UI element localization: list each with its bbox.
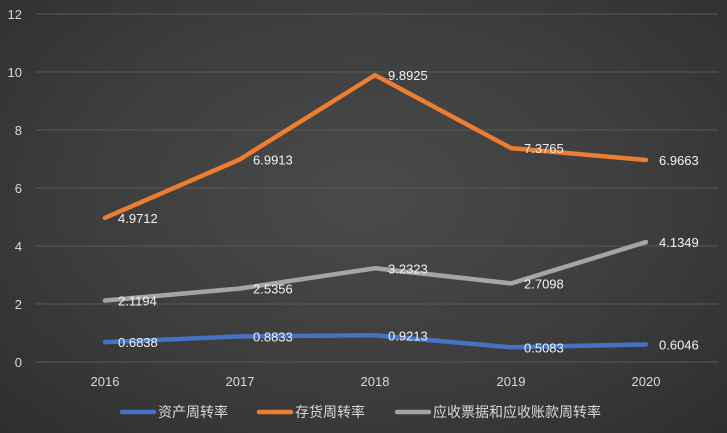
data-label: 2.7098 <box>524 276 564 291</box>
series-line-2 <box>102 72 649 221</box>
y-tick-label: 2 <box>15 297 22 312</box>
data-label: 0.5083 <box>524 340 564 355</box>
data-label: 9.8925 <box>388 68 428 83</box>
series-lines <box>102 72 649 350</box>
x-tick-label: 2016 <box>91 374 120 389</box>
data-label: 3.2323 <box>388 261 428 276</box>
y-axis-ticks: 0 2 4 6 8 10 12 <box>8 7 22 370</box>
series-line-1 <box>102 333 649 350</box>
data-label: 6.9913 <box>253 152 293 167</box>
legend-label: 应收票据和应收账款周转率 <box>433 404 601 421</box>
y-tick-label: 8 <box>15 123 22 138</box>
data-label: 0.8833 <box>253 329 293 344</box>
y-tick-label: 10 <box>8 65 22 80</box>
data-labels: 0.6838 0.8833 0.9213 0.5083 0.6046 4.9712 6.99… <box>118 68 699 355</box>
x-tick-label: 2020 <box>632 374 661 389</box>
x-tick-label: 2018 <box>361 374 390 389</box>
data-label: 4.1349 <box>659 235 699 250</box>
y-tick-label: 4 <box>15 239 22 254</box>
legend-label: 资产周转率 <box>158 404 228 421</box>
y-tick-label: 0 <box>15 355 22 370</box>
data-label: 0.9213 <box>388 328 428 343</box>
y-tick-label: 12 <box>8 7 22 22</box>
data-label: 6.9663 <box>659 153 699 168</box>
data-label: 2.5356 <box>253 281 293 296</box>
legend-label: 存货周转率 <box>295 404 365 421</box>
data-label: 4.9712 <box>118 211 158 226</box>
x-tick-label: 2017 <box>226 374 255 389</box>
y-tick-label: 6 <box>15 181 22 196</box>
data-label: 7.3765 <box>524 141 564 156</box>
series-line-3 <box>102 239 649 303</box>
x-axis-ticks: 2016 2017 2018 2019 2020 <box>91 374 661 389</box>
data-label: 0.6838 <box>118 335 158 350</box>
data-label: 2.1194 <box>118 294 157 309</box>
x-tick-label: 2019 <box>497 374 526 389</box>
legend: 资产周转率 存货周转率 应收票据和应收账款周转率 <box>119 404 601 421</box>
gridlines <box>36 13 718 363</box>
data-label: 0.6046 <box>659 337 699 352</box>
